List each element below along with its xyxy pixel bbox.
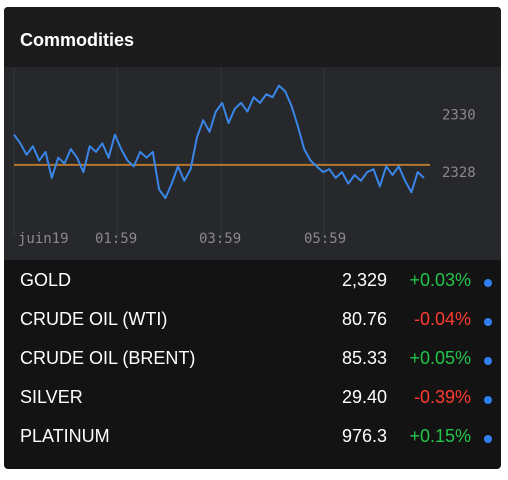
commodity-change: +0.15%: [409, 426, 471, 446]
widget-title: Commodities: [20, 30, 135, 50]
status-dot-icon: [484, 279, 492, 287]
commodity-change: -0.39%: [413, 387, 471, 407]
x-tick-label: 05:59: [304, 231, 346, 247]
commodity-change: -0.04%: [413, 309, 471, 329]
x-tick-label: juin19: [18, 231, 69, 247]
status-dot-icon: [484, 396, 492, 404]
commodity-row-silver[interactable]: SILVER 29.40 -0.39%: [4, 377, 501, 416]
status-dot-icon: [484, 357, 492, 365]
commodity-row-platinum[interactable]: PLATINUM 976.3 +0.15%: [4, 416, 501, 455]
chart-svg: 2330 2328 juin19 01:59 03:59 05:59: [13, 67, 476, 247]
commodity-price: 80.76: [341, 309, 387, 329]
commodity-name: SILVER: [20, 387, 83, 407]
commodity-name: CRUDE OIL (WTI): [20, 309, 168, 329]
widget-header: Commodities: [4, 7, 501, 67]
status-dot-icon: [484, 318, 492, 326]
commodity-name: CRUDE OIL (BRENT): [20, 348, 196, 368]
commodity-price: 976.3: [341, 426, 387, 446]
commodities-widget: Commodities 2330 2328 juin19 01:59 03:59…: [4, 7, 501, 469]
y-tick-label: 2330: [442, 107, 476, 123]
status-dot-icon: [484, 435, 492, 443]
commodity-price: 2,329: [341, 270, 387, 290]
commodity-name: GOLD: [20, 270, 72, 290]
commodity-change: +0.05%: [409, 348, 471, 368]
commodity-price: 85.33: [341, 348, 387, 368]
price-series-line: [13, 84, 425, 200]
commodity-row-crude-oil-brent[interactable]: CRUDE OIL (BRENT) 85.33 +0.05%: [4, 338, 501, 377]
commodity-price: 29.40: [341, 387, 387, 407]
x-tick-label: 03:59: [199, 231, 241, 247]
commodity-row-crude-oil-wti[interactable]: CRUDE OIL (WTI) 80.76 -0.04%: [4, 299, 501, 338]
y-tick-label: 2328: [442, 165, 476, 181]
chart-grid: [13, 67, 325, 237]
x-tick-label: 01:59: [95, 231, 137, 247]
commodity-name: PLATINUM: [20, 426, 110, 446]
price-chart[interactable]: 2330 2328 juin19 01:59 03:59 05:59: [4, 67, 501, 260]
commodity-list: GOLD 2,329 +0.03% CRUDE OIL (WTI) 80.76 …: [4, 260, 501, 455]
commodity-row-gold[interactable]: GOLD 2,329 +0.03%: [4, 260, 501, 299]
commodity-change: +0.03%: [409, 270, 471, 290]
